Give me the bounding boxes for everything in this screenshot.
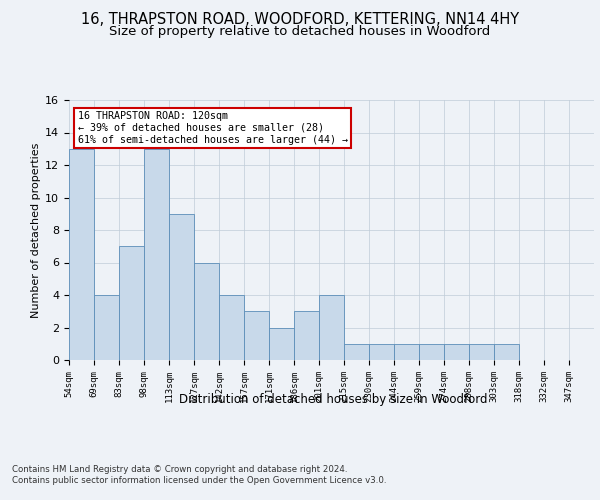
Text: 16 THRAPSTON ROAD: 120sqm
← 39% of detached houses are smaller (28)
61% of semi-: 16 THRAPSTON ROAD: 120sqm ← 39% of detac… xyxy=(78,112,348,144)
Bar xyxy=(169,214,194,360)
Bar xyxy=(119,246,144,360)
Bar xyxy=(194,262,219,360)
Bar xyxy=(294,311,319,360)
Text: Contains HM Land Registry data © Crown copyright and database right 2024.: Contains HM Land Registry data © Crown c… xyxy=(12,465,347,474)
Text: Distribution of detached houses by size in Woodford: Distribution of detached houses by size … xyxy=(179,392,487,406)
Bar xyxy=(269,328,294,360)
Bar xyxy=(444,344,469,360)
Bar xyxy=(369,344,394,360)
Bar xyxy=(344,344,369,360)
Bar xyxy=(94,295,119,360)
Bar xyxy=(144,149,169,360)
Y-axis label: Number of detached properties: Number of detached properties xyxy=(31,142,41,318)
Bar xyxy=(394,344,419,360)
Bar xyxy=(319,295,344,360)
Bar xyxy=(469,344,494,360)
Bar xyxy=(219,295,244,360)
Bar xyxy=(494,344,519,360)
Bar xyxy=(244,311,269,360)
Bar xyxy=(69,149,94,360)
Text: 16, THRAPSTON ROAD, WOODFORD, KETTERING, NN14 4HY: 16, THRAPSTON ROAD, WOODFORD, KETTERING,… xyxy=(81,12,519,28)
Bar xyxy=(419,344,444,360)
Text: Contains public sector information licensed under the Open Government Licence v3: Contains public sector information licen… xyxy=(12,476,386,485)
Text: Size of property relative to detached houses in Woodford: Size of property relative to detached ho… xyxy=(109,25,491,38)
